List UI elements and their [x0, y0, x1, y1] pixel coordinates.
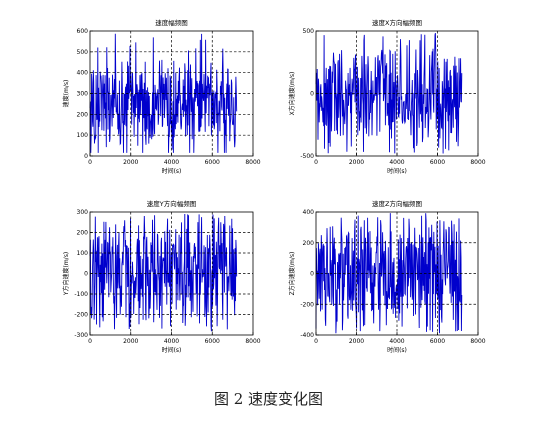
x-tick-label: 6000 [430, 338, 445, 345]
chart-title: 速度幅频图 [155, 18, 188, 27]
y-tick-label: 0 [310, 91, 314, 98]
x-axis-label: 时间(s) [162, 167, 182, 175]
x-axis-label: 时间(s) [387, 167, 407, 175]
x-tick-label: 8000 [245, 338, 260, 345]
y-tick-label: -300 [74, 332, 88, 339]
chart-title: 速度Z方向幅频图 [372, 199, 422, 208]
x-tick-label: 0 [314, 159, 318, 166]
x-tick-label: 4000 [164, 159, 179, 166]
y-tick-label: -200 [74, 312, 88, 319]
x-tick-label: 2000 [123, 159, 138, 166]
series-line [89, 33, 238, 153]
y-tick-label: -400 [300, 332, 314, 339]
x-tick-label: 8000 [245, 159, 260, 166]
x-tick-label: 8000 [470, 338, 485, 345]
chart-title: 速度Y方向幅频图 [147, 199, 196, 208]
y-tick-label: 0 [84, 153, 88, 160]
series-line [315, 213, 463, 334]
y-tick-label: 200 [77, 230, 89, 237]
chart-panel-1: 0 2000 4000 6000 8000 0 100 200 300 400 500 600 速度幅频… [62, 18, 261, 175]
chart-panel-4: 0 2000 4000 6000 8000 -400 -200 0 200 400 速度Z方向幅频图… [288, 199, 486, 354]
y-tick-label: 300 [77, 209, 89, 216]
y-tick-label: 100 [77, 132, 89, 139]
y-tick-label: 400 [77, 70, 89, 77]
y-tick-label: 600 [77, 28, 89, 35]
x-tick-label: 2000 [123, 338, 138, 345]
y-axis-label: Y方向速度(m/s) [62, 252, 70, 296]
x-tick-label: 0 [88, 338, 92, 345]
y-tick-label: -200 [300, 301, 314, 308]
x-tick-label: 6000 [205, 338, 220, 345]
y-tick-label: 0 [310, 271, 314, 278]
x-tick-label: 4000 [389, 159, 404, 166]
y-axis-label: X方向速度(m/s) [288, 72, 296, 116]
series-line [89, 213, 238, 332]
x-tick-label: 6000 [430, 159, 445, 166]
chart-title: 速度X方向幅频图 [372, 18, 422, 27]
x-tick-label: 0 [88, 159, 92, 166]
x-tick-label: 0 [314, 338, 318, 345]
y-axis-label: Z方向速度(m/s) [288, 252, 296, 296]
x-tick-label: 2000 [349, 338, 364, 345]
chart-panel-3: 0 2000 4000 6000 8000 -300 -200 -100 0 100 200 300 速… [62, 199, 261, 354]
x-tick-label: 6000 [205, 159, 220, 166]
y-tick-label: 500 [77, 49, 89, 56]
x-tick-label: 4000 [389, 338, 404, 345]
y-tick-label: -100 [74, 291, 88, 298]
x-tick-label: 4000 [164, 338, 179, 345]
x-axis-label: 时间(s) [162, 346, 182, 354]
y-axis-label: 速度(m/s) [62, 80, 70, 108]
y-tick-label: 300 [77, 91, 89, 98]
y-tick-label: 200 [303, 240, 315, 247]
y-tick-label: 100 [77, 250, 89, 257]
y-tick-label: 200 [77, 111, 89, 118]
x-tick-label: 2000 [349, 159, 364, 166]
y-tick-label: 400 [303, 209, 315, 216]
y-tick-label: 500 [303, 28, 315, 35]
figure-caption: 图 2 速度变化图 [213, 390, 324, 408]
y-tick-label: -500 [300, 153, 314, 160]
x-tick-label: 8000 [470, 159, 485, 166]
y-tick-label: 0 [84, 271, 88, 278]
x-axis-label: 时间(s) [387, 346, 407, 354]
chart-panel-2: 0 2000 4000 6000 8000-5000500速度X方向幅频图时间(s)X方… [288, 18, 486, 175]
